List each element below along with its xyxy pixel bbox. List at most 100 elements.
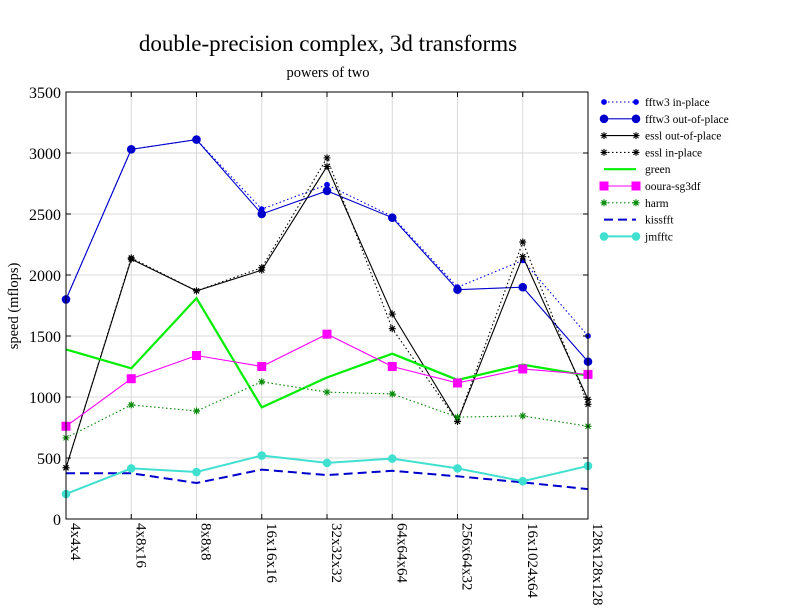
legend-label: jmfftc <box>644 231 673 243</box>
data-point <box>387 454 397 463</box>
data-point <box>454 413 461 421</box>
legend-marker <box>632 148 640 156</box>
series-green <box>65 296 589 409</box>
data-point <box>257 209 267 219</box>
series-line <box>65 156 589 468</box>
legend-item: essl in-place <box>600 147 702 159</box>
x-tick-label: 256x64x32 <box>459 523 475 591</box>
data-point <box>193 287 200 295</box>
data-point <box>519 253 527 261</box>
legend-item: harm <box>600 198 669 210</box>
data-point <box>454 417 461 425</box>
legend-item: green <box>604 164 671 176</box>
legend-marker <box>631 181 641 191</box>
data-point <box>387 213 397 222</box>
data-point <box>518 282 528 292</box>
data-point <box>257 451 267 460</box>
data-point <box>323 162 331 170</box>
y-tick-label: 500 <box>37 451 61 468</box>
legend-marker <box>599 232 609 241</box>
chart-title: double-precision complex, 3d transforms <box>139 31 517 56</box>
data-point <box>453 378 462 388</box>
data-point <box>127 401 135 409</box>
legend-label: ooura-sg3df <box>645 181 701 193</box>
legend-item: fftw3 in-place <box>601 97 710 109</box>
data-point <box>519 412 527 420</box>
y-tick-label: 2500 <box>29 207 61 224</box>
data-point <box>322 186 332 196</box>
legend-marker <box>601 99 607 105</box>
legend: fftw3 in-place fftw3 out-of-place essl out… <box>599 97 729 243</box>
legend-marker <box>599 181 609 191</box>
data-point <box>192 351 201 361</box>
legend-marker <box>632 199 640 207</box>
x-tick-label: 128x128x128 <box>589 523 605 606</box>
data-point <box>258 264 266 272</box>
legend-label: essl out-of-place <box>645 131 721 143</box>
legend-marker <box>600 199 608 207</box>
x-tick-label: 16x1024x64 <box>524 523 540 599</box>
series-essl-in-place <box>62 154 592 472</box>
data-point <box>126 374 136 384</box>
data-point <box>324 181 330 188</box>
series-kissfft <box>66 468 589 491</box>
legend-label: harm <box>645 198 669 210</box>
y-tick-label: 1500 <box>29 329 61 346</box>
data-point <box>192 467 201 477</box>
legend-item: jmfftc <box>599 231 673 243</box>
data-point <box>257 362 267 371</box>
data-point <box>192 135 201 144</box>
data-point <box>518 476 528 486</box>
y-tick-label: 3500 <box>29 85 61 102</box>
legend-label: green <box>645 164 671 176</box>
legend-marker <box>600 148 608 156</box>
data-point <box>387 362 397 371</box>
x-tick-label: 8x8x8 <box>198 523 214 561</box>
series-line <box>65 296 589 409</box>
legend-label: essl in-place <box>645 147 702 159</box>
data-point <box>126 145 136 154</box>
legend-item: fftw3 out-of-place <box>599 114 729 126</box>
legend-item: kissfft <box>604 215 674 227</box>
series-layer <box>61 135 593 499</box>
data-point <box>193 407 200 415</box>
data-point <box>323 154 331 162</box>
series-line <box>66 468 589 491</box>
y-tick-label: 1000 <box>29 390 61 407</box>
chart-subtitle: powers of two <box>287 65 370 81</box>
x-tick-label: 64x64x64 <box>393 523 409 584</box>
y-tick-label: 2000 <box>29 268 61 285</box>
legend-marker <box>599 114 609 124</box>
x-tick-label: 16x16x16 <box>263 523 279 584</box>
data-point <box>127 254 135 262</box>
data-point <box>258 378 266 386</box>
x-tick-label: 32x32x32 <box>328 523 344 583</box>
legend-marker <box>632 132 640 140</box>
x-tick-label: 4x8x16 <box>132 523 148 569</box>
legend-label: fftw3 in-place <box>645 97 710 109</box>
data-point <box>453 464 462 473</box>
data-point <box>388 325 396 333</box>
data-point <box>388 310 396 318</box>
legend-marker <box>631 114 641 124</box>
y-tick-label: 0 <box>53 512 61 529</box>
legend-marker <box>600 132 608 140</box>
data-point <box>388 390 396 398</box>
legend-label: kissfft <box>645 215 674 227</box>
data-point <box>322 458 332 468</box>
data-point <box>519 238 527 246</box>
data-point <box>126 464 136 473</box>
y-axis-label: speed (mflops) <box>6 263 22 350</box>
axes: 0 500 1000 1500 2000 2500 3000 3500 4x4x4 4x8x16 8… <box>29 85 605 606</box>
data-point <box>518 364 528 374</box>
legend-item: ooura-sg3df <box>599 181 701 193</box>
y-tick-label: 3000 <box>29 146 61 163</box>
data-point <box>453 285 462 294</box>
legend-marker <box>631 232 641 241</box>
legend-label: fftw3 out-of-place <box>645 114 729 126</box>
x-tick-label: 4x4x4 <box>67 523 83 561</box>
series-fftw3-out-of-place <box>61 135 593 366</box>
data-point <box>323 388 331 396</box>
legend-item: essl out-of-place <box>600 131 721 143</box>
